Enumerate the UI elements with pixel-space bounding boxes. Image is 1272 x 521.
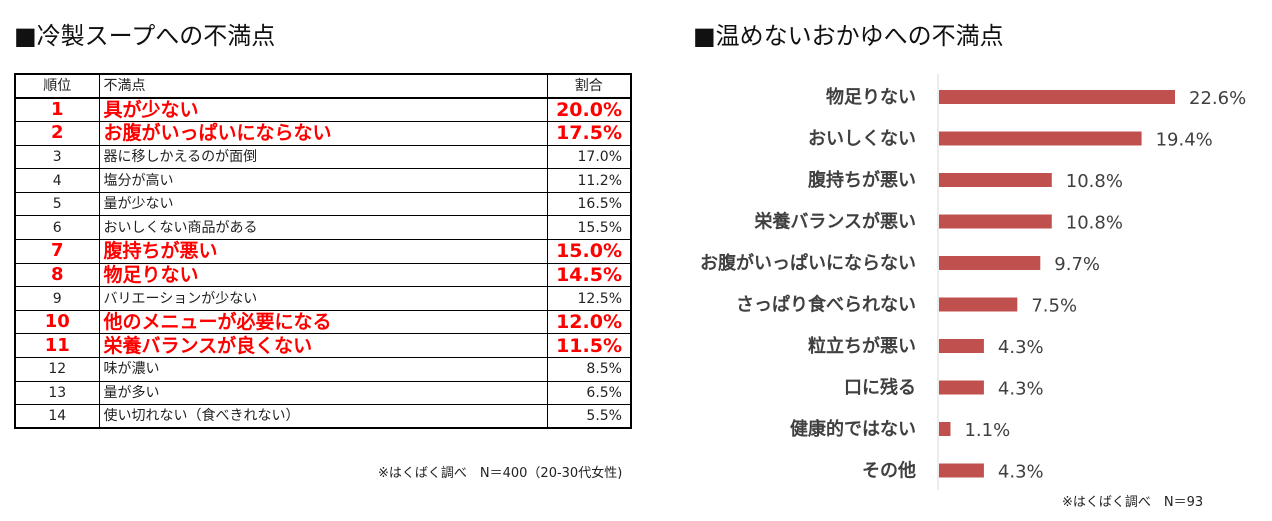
soup-survey-note: ※はくばく調べ N＝400（20-30代女性) bbox=[378, 466, 623, 481]
bar bbox=[939, 131, 1142, 146]
row-rank: 9 bbox=[14, 286, 100, 311]
row-item: 使い切れない（食べきれない） bbox=[98, 404, 548, 429]
soup-dissatisfaction-table: 順位 不満点 割合 1 具が少ない 20.0% 2 お腹がいっぱいにならない 17.5% 3… bbox=[14, 73, 632, 430]
row-percent: 11.5% bbox=[546, 333, 632, 359]
table-row: 6 おいしくない商品がある 15.5% bbox=[14, 215, 632, 241]
row-item: おいしくない商品がある bbox=[98, 215, 548, 241]
table-row: 1 具が少ない 20.0% bbox=[14, 97, 632, 123]
row-item: 量が多い bbox=[98, 380, 548, 406]
table-row: 14 使い切れない（食べきれない） 5.5% bbox=[14, 404, 632, 429]
value-label: 4.3% bbox=[998, 337, 1044, 358]
value-label: 19.4% bbox=[1156, 130, 1213, 151]
header-rank: 順位 bbox=[14, 73, 100, 99]
row-item: 味が濃い bbox=[98, 357, 548, 382]
row-percent: 15.5% bbox=[546, 215, 632, 241]
category-label: さっぱり食べられない bbox=[736, 294, 916, 316]
row-percent: 16.5% bbox=[546, 191, 632, 217]
row-rank: 11 bbox=[14, 333, 100, 359]
bar bbox=[939, 173, 1052, 187]
value-label: 4.3% bbox=[998, 462, 1044, 483]
table-row: 13 量が多い 6.5% bbox=[14, 380, 632, 406]
row-rank: 14 bbox=[14, 404, 100, 429]
row-percent: 17.5% bbox=[546, 121, 632, 146]
row-percent: 5.5% bbox=[546, 404, 632, 429]
row-rank: 8 bbox=[14, 262, 100, 288]
bar bbox=[939, 380, 984, 395]
soup-dissatisfaction-title: ■冷製スープへの不満点 bbox=[14, 22, 276, 50]
row-percent: 12.0% bbox=[546, 309, 632, 335]
table-body: 1 具が少ない 20.0% 2 お腹がいっぱいにならない 17.5% 3 器に移しかえるのが面… bbox=[14, 97, 632, 429]
value-label: 1.1% bbox=[964, 420, 1010, 441]
header-percent: 割合 bbox=[546, 73, 632, 99]
row-rank: 12 bbox=[14, 357, 100, 382]
value-label: 7.5% bbox=[1031, 296, 1077, 317]
category-label: お腹がいっぱいにならない bbox=[700, 252, 916, 274]
row-item: 量が少ない bbox=[98, 191, 548, 217]
table-header-row: 順位 不満点 割合 bbox=[14, 73, 632, 99]
bar bbox=[939, 297, 1018, 312]
table-row: 4 塩分が高い 11.2% bbox=[14, 168, 632, 193]
table-row: 12 味が濃い 8.5% bbox=[14, 357, 632, 382]
row-item: 栄養バランスが良くない bbox=[98, 333, 548, 359]
value-label: 10.8% bbox=[1066, 171, 1123, 192]
row-item: 他のメニューが必要になる bbox=[98, 309, 548, 335]
bar bbox=[939, 214, 1052, 229]
category-label: 健康的ではない bbox=[790, 418, 916, 440]
table-row: 3 器に移しかえるのが面倒 17.0% bbox=[14, 144, 632, 170]
row-rank: 13 bbox=[14, 380, 100, 406]
value-label: 10.8% bbox=[1066, 213, 1123, 234]
row-rank: 1 bbox=[14, 97, 100, 123]
row-rank: 6 bbox=[14, 215, 100, 241]
category-label: 栄養バランスが悪い bbox=[753, 211, 916, 233]
porridge-dissatisfaction-title: ■温めないおかゆへの不満点 bbox=[693, 22, 1004, 50]
category-label: 口に残る bbox=[844, 377, 916, 399]
row-item: 塩分が高い bbox=[98, 168, 548, 193]
row-percent: 12.5% bbox=[546, 286, 632, 311]
table-row: 9 バリエーションが少ない 12.5% bbox=[14, 286, 632, 311]
row-item: お腹がいっぱいにならない bbox=[98, 121, 548, 146]
row-item: 物足りない bbox=[98, 262, 548, 288]
category-label: 物足りない bbox=[826, 86, 916, 108]
row-percent: 17.0% bbox=[546, 144, 632, 170]
row-rank: 4 bbox=[14, 168, 100, 193]
bar bbox=[939, 463, 984, 478]
value-label: 9.7% bbox=[1054, 254, 1100, 275]
row-item: バリエーションが少ない bbox=[98, 286, 548, 311]
bar bbox=[939, 256, 1041, 270]
row-rank: 5 bbox=[14, 191, 100, 217]
row-percent: 11.2% bbox=[546, 168, 632, 193]
table-row: 5 量が少ない 16.5% bbox=[14, 191, 632, 217]
row-percent: 8.5% bbox=[546, 357, 632, 382]
row-percent: 15.0% bbox=[546, 239, 632, 264]
value-label: 22.6% bbox=[1189, 88, 1246, 109]
porridge-survey-note: ※はくばく調べ N＝93 bbox=[1062, 495, 1204, 510]
row-item: 器に移しかえるのが面倒 bbox=[98, 144, 548, 170]
table-row: 7 腹持ちが悪い 15.0% bbox=[14, 239, 632, 264]
row-rank: 2 bbox=[14, 121, 100, 146]
porridge-bar-chart: 物足りない 22.6% おいしくない 19.4% 腹持ちが悪い 10.8% 栄養バランスが悪… bbox=[700, 74, 1246, 490]
header-item: 不満点 bbox=[98, 73, 548, 99]
table-row: 2 お腹がいっぱいにならない 17.5% bbox=[14, 121, 632, 146]
bar bbox=[939, 422, 951, 436]
table-row: 11 栄養バランスが良くない 11.5% bbox=[14, 333, 632, 359]
row-percent: 6.5% bbox=[546, 380, 632, 406]
table-row: 10 他のメニューが必要になる 12.0% bbox=[14, 309, 632, 335]
row-rank: 10 bbox=[14, 309, 100, 335]
category-label: 粒立ちが悪い bbox=[808, 335, 916, 357]
value-label: 4.3% bbox=[998, 379, 1044, 400]
row-rank: 7 bbox=[14, 239, 100, 264]
row-percent: 20.0% bbox=[546, 97, 632, 123]
bar bbox=[939, 90, 1175, 104]
category-label: その他 bbox=[862, 460, 916, 482]
row-percent: 14.5% bbox=[546, 262, 632, 288]
category-label: おいしくない bbox=[808, 129, 916, 150]
row-item: 腹持ちが悪い bbox=[98, 239, 548, 264]
row-item: 具が少ない bbox=[98, 97, 548, 123]
row-rank: 3 bbox=[14, 144, 100, 170]
table-row: 8 物足りない 14.5% bbox=[14, 262, 632, 288]
category-label: 腹持ちが悪い bbox=[808, 169, 916, 191]
bar bbox=[939, 339, 984, 353]
